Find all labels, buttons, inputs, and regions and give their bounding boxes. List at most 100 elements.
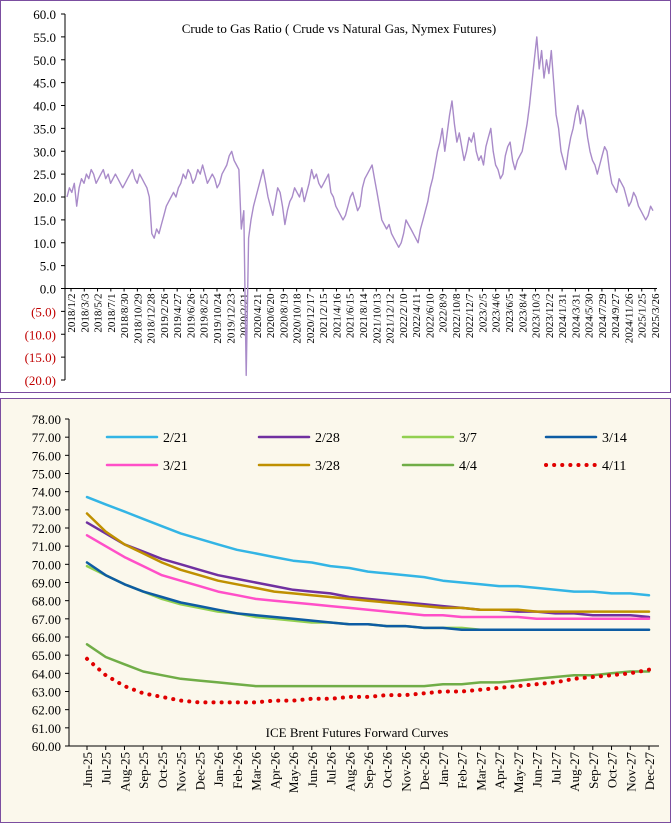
x-tick-label: 2020/10/18 xyxy=(292,293,304,344)
legend-label: 3/28 xyxy=(315,459,340,474)
x-tick-label: 2018/10/29 xyxy=(132,293,144,344)
y-tick-label: 30.0 xyxy=(33,144,56,159)
y-tick-label: 15.0 xyxy=(33,213,56,228)
brent-forward-curves-svg: 78.00 77.00 76.00 75.00 74.00 73.00 72.00 71.00… xyxy=(32,412,659,794)
x-tick-label: Aug-27 xyxy=(567,752,582,792)
y-tick-label: 63.00 xyxy=(32,685,61,700)
x-tick-label: 2022/8/9 xyxy=(438,293,450,333)
x-tick-label: 2020/4/21 xyxy=(252,294,264,339)
y-tick-label: 74.00 xyxy=(32,485,61,500)
x-tick-label: Nov-26 xyxy=(398,752,413,792)
series-line-3-21 xyxy=(85,534,651,621)
x-tick-label: Jan-26 xyxy=(211,752,226,787)
y-tick-label: 69.00 xyxy=(32,576,61,591)
y-tick-label: 78.00 xyxy=(32,412,61,427)
y-tick-label: 55.0 xyxy=(33,30,56,45)
y-tick-label: (5.0) xyxy=(31,304,56,319)
x-tick-label: 2021/12/12 xyxy=(385,294,397,344)
x-tick-label: Feb-26 xyxy=(230,752,245,789)
x-tick-label: 2021/2/15 xyxy=(318,293,330,338)
x-tick-label: 2022/10/8 xyxy=(451,293,463,338)
legend-label: 2/28 xyxy=(315,431,340,446)
x-tick-label: 2023/2/5 xyxy=(477,293,489,333)
x-tick-label: 2018/3/3 xyxy=(79,293,91,333)
x-tick-label: Jun-25 xyxy=(80,752,95,787)
x-tick-label: 2019/6/26 xyxy=(185,293,197,338)
chart-title: ICE Brent Futures Forward Curves xyxy=(266,725,449,740)
y-tick-label: 77.00 xyxy=(32,430,61,445)
chart-title: Crude to Gas Ratio ( Crude vs Natural Ga… xyxy=(182,21,496,36)
y-tick-label: 50.0 xyxy=(33,53,56,68)
x-tick-label: Oct-26 xyxy=(380,752,395,789)
x-tick-label: 2022/12/7 xyxy=(464,293,476,338)
x-tick-label: 2024/1/31 xyxy=(557,294,569,339)
y-tick-label: (15.0) xyxy=(25,350,56,365)
x-tick-label: 2022/4/11 xyxy=(411,294,423,338)
y-tick-label: 65.00 xyxy=(32,648,61,663)
y-tick-label: 71.00 xyxy=(32,539,61,554)
y-tick-label: 72.00 xyxy=(32,521,61,536)
x-tick-label: Dec-26 xyxy=(417,752,432,791)
x-tick-label: 2019/12/23 xyxy=(225,293,237,344)
x-tick-label: Dec-27 xyxy=(642,752,657,791)
series-line-4-11 xyxy=(85,656,651,705)
y-tick-label: 62.00 xyxy=(32,703,61,718)
series-line-3-14 xyxy=(85,561,651,631)
x-tick-label: 2020/8/19 xyxy=(278,293,290,338)
x-tick-label: 2024/11/26 xyxy=(623,293,635,343)
x-tick-label: 2019/10/24 xyxy=(212,293,224,344)
y-tick-label: 68.00 xyxy=(32,594,61,609)
x-tick-label: Dec-25 xyxy=(192,752,207,790)
series-line-4-4 xyxy=(85,643,651,688)
x-tick-label: 2022/2/10 xyxy=(398,293,410,338)
y-tick-label: 60.0 xyxy=(33,7,56,22)
x-tick-label: 2019/4/27 xyxy=(172,293,184,338)
series-line-2-28 xyxy=(85,521,651,619)
x-tick-label: Jul-27 xyxy=(548,752,563,785)
crude-gas-ratio-chart: 60.0 55.0 50.0 45.0 40.0 35.0 30.0 25.0 20.0 15.0… xyxy=(0,0,671,393)
series-line-2-21 xyxy=(85,495,651,597)
y-tick-label: 10.0 xyxy=(33,236,56,251)
x-tick-label: 2020/12/17 xyxy=(305,293,317,344)
legend-label: 4/11 xyxy=(602,459,626,474)
y-tick-label: 73.00 xyxy=(32,503,61,518)
x-tick-label: Sep-26 xyxy=(361,752,376,789)
x-tick-label: Jul-26 xyxy=(324,752,339,785)
x-tick-label: 2019/2/26 xyxy=(159,293,171,338)
x-tick-label: 2018/7/1 xyxy=(106,294,118,333)
y-tick-label: 70.00 xyxy=(32,557,61,572)
y-tick-label: 67.00 xyxy=(32,612,61,627)
y-tick-label: 25.0 xyxy=(33,167,56,182)
x-tick-label: Jun-27 xyxy=(530,752,545,788)
x-tick-label: Mar-26 xyxy=(249,752,264,791)
y-tick-label: 35.0 xyxy=(33,121,56,136)
y-tick-label: 61.00 xyxy=(32,721,61,736)
x-tick-label: Aug-26 xyxy=(342,752,357,792)
x-tick-label: Jan-27 xyxy=(436,752,451,787)
x-tick-label: Jun-26 xyxy=(305,752,320,788)
y-tick-label: 76.00 xyxy=(32,448,61,463)
legend-label: 2/21 xyxy=(163,431,188,446)
y-tick-label: 66.00 xyxy=(32,630,61,645)
crude-gas-ratio-svg: 60.0 55.0 50.0 45.0 40.0 35.0 30.0 25.0 20.0 15.0… xyxy=(25,7,662,388)
x-tick-label: Nov-27 xyxy=(623,752,638,792)
x-tick-label: 2021/8/14 xyxy=(358,293,370,338)
x-tick-label: Jul-25 xyxy=(99,752,114,785)
x-tick-label: 2024/3/31 xyxy=(570,294,582,339)
x-tick-label: May-27 xyxy=(511,752,526,794)
x-tick-label: 2025/1/25 xyxy=(637,293,649,338)
y-tick-label: 20.0 xyxy=(33,190,56,205)
x-tick-label: 2018/12/28 xyxy=(146,293,158,344)
x-tick-label: 2023/8/4 xyxy=(517,293,529,333)
x-tick-label: 2021/10/13 xyxy=(371,293,383,344)
x-tick-label: 2018/5/2 xyxy=(93,294,105,333)
y-tick-label: (20.0) xyxy=(25,373,56,388)
y-tick-label: 75.00 xyxy=(32,467,61,482)
x-tick-label: Apr-27 xyxy=(492,752,507,790)
x-tick-label: 2024/5/30 xyxy=(584,293,596,338)
x-tick-label: Oct-27 xyxy=(605,752,620,789)
y-tick-label: 5.0 xyxy=(40,259,56,274)
x-tick-label: 2023/12/2 xyxy=(544,294,556,339)
x-tick-label: Mar-27 xyxy=(473,752,488,791)
y-tick-label: (10.0) xyxy=(25,327,56,342)
